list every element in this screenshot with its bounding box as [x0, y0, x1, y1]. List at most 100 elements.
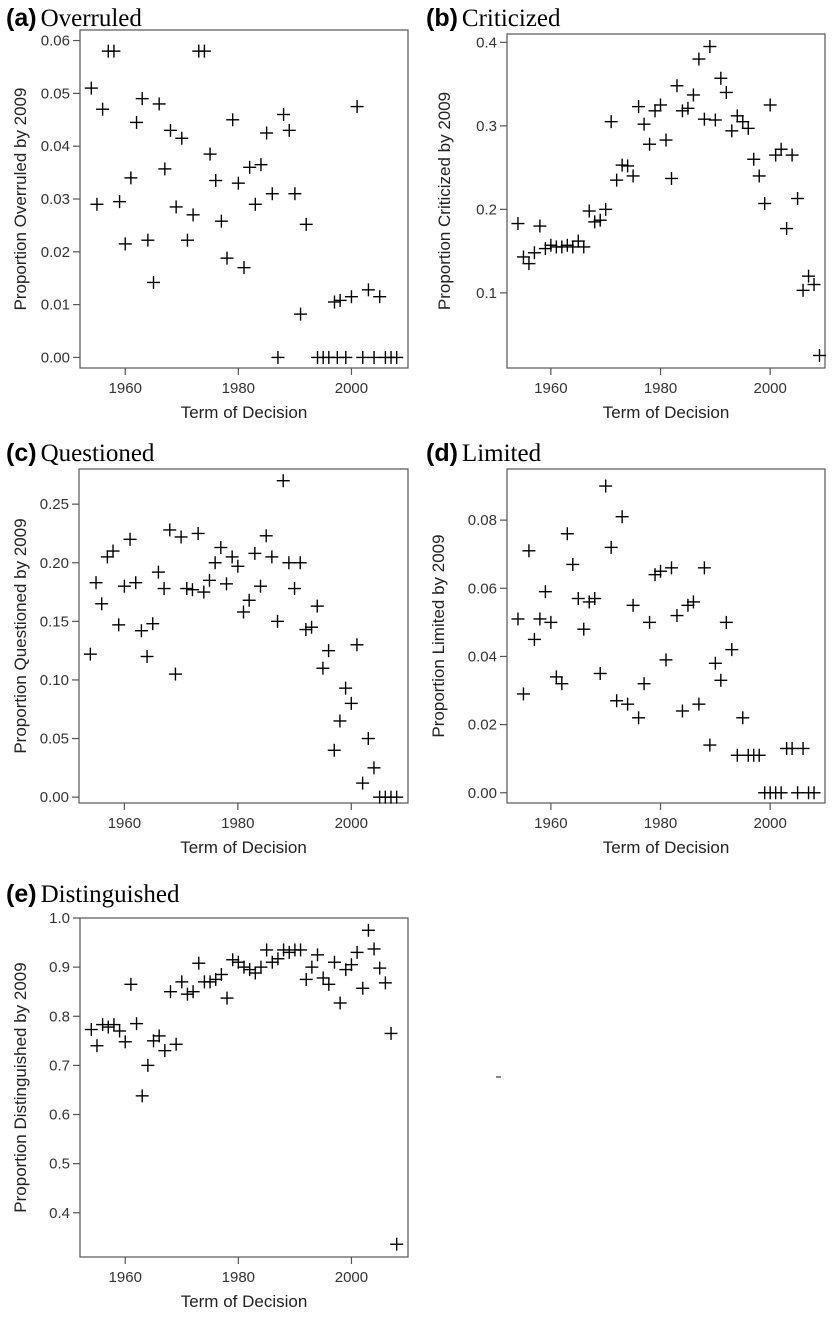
panel-title: (c) Questioned	[6, 439, 155, 467]
y-tick-label: 0.1	[476, 285, 497, 302]
y-tick-label: 0.08	[468, 512, 497, 529]
data-point	[202, 573, 216, 587]
data-point	[220, 251, 234, 265]
data-point	[152, 1029, 166, 1043]
data-point	[243, 963, 257, 977]
data-point	[209, 174, 223, 188]
data-point	[356, 981, 370, 995]
data-point	[101, 1020, 115, 1034]
data-point	[714, 71, 728, 85]
data-point	[538, 585, 552, 599]
data-point	[361, 923, 375, 937]
data-point	[163, 123, 177, 137]
data-point	[791, 191, 805, 205]
data-point	[686, 88, 700, 102]
data-point	[146, 617, 160, 631]
data-point	[277, 108, 291, 121]
data-point	[130, 115, 144, 129]
y-axis-label: Proportion Overruled by 2009	[11, 87, 30, 310]
x-axis-label: Term of Decision	[181, 1292, 308, 1311]
data-point	[610, 173, 624, 187]
data-point	[174, 530, 188, 544]
data-point	[197, 44, 211, 58]
data-point	[124, 171, 138, 185]
overruled-chart: (a) Overruled 1960 1980 2000 0.00 0.01 0.02 0.03…	[6, 4, 409, 422]
x-tick-label: 1980	[644, 815, 677, 832]
x-tick-label: 1980	[644, 380, 677, 397]
data-point	[560, 238, 574, 252]
data-point	[169, 1037, 183, 1051]
data-point	[129, 576, 143, 590]
data-point	[588, 592, 602, 606]
x-tick-label: 2000	[335, 815, 368, 832]
data-point	[774, 142, 788, 156]
data-point	[147, 275, 161, 289]
data-point	[282, 945, 296, 959]
data-point	[670, 79, 684, 93]
data-point	[322, 977, 336, 991]
data-point	[730, 748, 744, 762]
y-tick-label: 0.05	[41, 85, 70, 102]
data-point	[163, 985, 177, 999]
data-point	[95, 597, 109, 611]
data-point	[692, 52, 706, 66]
y-tick-label: 0.6	[49, 1107, 70, 1124]
data-point	[214, 968, 228, 981]
data-point	[90, 197, 104, 211]
plot-frame	[506, 468, 826, 804]
data-point	[796, 741, 810, 755]
y-tick-label: 0.00	[40, 789, 69, 806]
data-point	[686, 595, 700, 609]
data-point	[265, 187, 279, 201]
y-tick-label: 0.4	[476, 34, 497, 51]
data-point	[248, 197, 262, 211]
data-point	[135, 1089, 149, 1103]
panel-title: (a) Overruled	[6, 4, 142, 32]
data-point	[248, 546, 262, 560]
data-point	[637, 677, 651, 691]
x-tick-label: 2000	[753, 380, 786, 397]
data-point	[130, 1017, 144, 1031]
data-point	[361, 283, 375, 297]
data-point	[260, 943, 274, 957]
data-point	[134, 624, 148, 638]
data-point	[180, 987, 194, 1001]
data-point	[577, 240, 591, 254]
data-point	[265, 550, 279, 564]
data-point	[791, 786, 805, 800]
panel-label: (b)	[426, 4, 458, 32]
data-point	[807, 278, 821, 291]
data-point	[708, 656, 722, 670]
data-point	[670, 609, 684, 623]
data-point	[89, 576, 103, 590]
data-point	[226, 113, 240, 127]
panel-title: (e) Distinguished	[6, 880, 180, 908]
data-point	[123, 532, 137, 546]
data-point	[725, 643, 739, 657]
data-point	[604, 540, 618, 554]
data-point	[141, 1058, 155, 1072]
data-point	[113, 1024, 127, 1038]
data-point	[390, 790, 404, 804]
data-point	[769, 148, 783, 162]
panel-label: (d)	[426, 439, 458, 467]
data-point	[714, 673, 728, 687]
data-point	[813, 348, 827, 362]
data-point	[774, 786, 788, 800]
y-tick-label: 0.5	[49, 1156, 70, 1173]
data-point	[118, 1035, 132, 1049]
data-point	[344, 958, 358, 972]
y-tick-label: 0.04	[468, 648, 497, 665]
y-tick-label: 0.9	[49, 959, 70, 976]
y-tick-label: 0.01	[41, 297, 70, 314]
data-point	[610, 694, 624, 708]
data-point	[356, 776, 370, 790]
data-point	[752, 169, 766, 183]
data-point	[83, 647, 97, 661]
data-point	[135, 92, 149, 106]
data-point	[339, 350, 353, 364]
data-point	[588, 215, 602, 229]
x-tick-label: 1960	[534, 380, 567, 397]
y-tick-label: 0.06	[41, 33, 70, 50]
data-point	[593, 666, 607, 680]
